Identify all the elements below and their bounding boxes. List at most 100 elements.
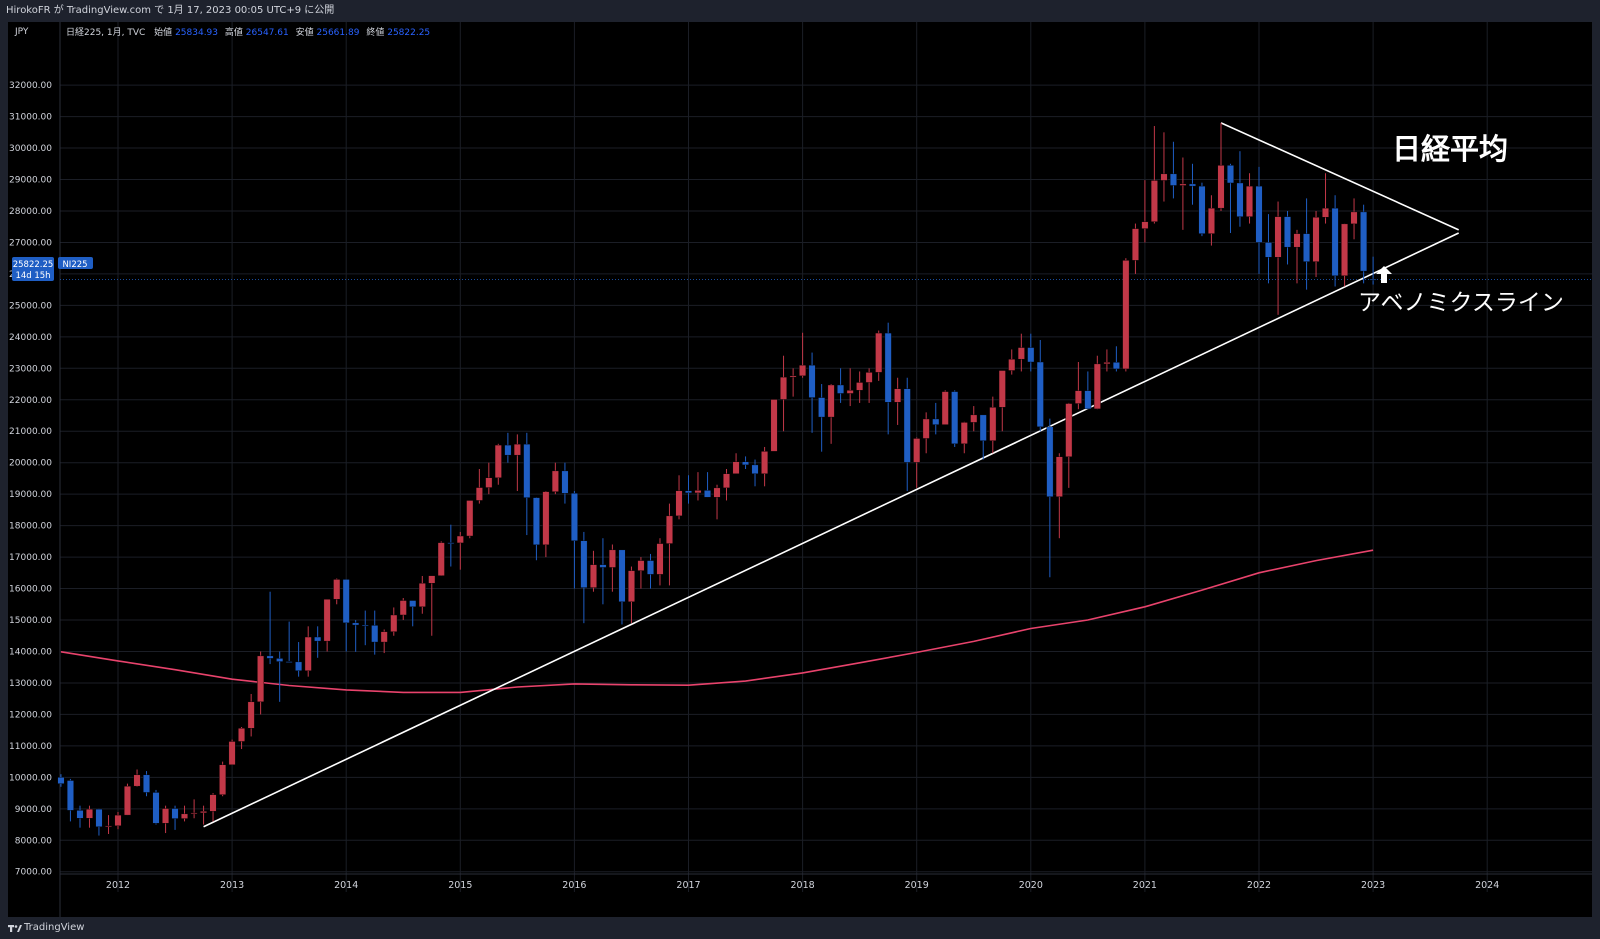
candle-body <box>1360 211 1368 272</box>
candle <box>894 377 902 425</box>
candle-body <box>114 814 122 827</box>
legend-low: 25661.89 <box>317 28 360 38</box>
candle-body <box>656 543 664 575</box>
candle-body <box>247 701 255 729</box>
candle-body <box>181 813 188 819</box>
candle <box>1303 198 1311 290</box>
candle-body <box>57 777 65 784</box>
candle <box>342 579 350 652</box>
candle-body <box>713 487 721 498</box>
candle-body <box>1131 228 1139 261</box>
candle-body <box>884 332 892 403</box>
candle-body <box>780 376 787 400</box>
candle-body <box>1112 362 1120 370</box>
candle <box>979 414 987 460</box>
candle-body <box>628 570 635 602</box>
candle <box>846 368 854 407</box>
candle-body <box>561 470 569 494</box>
legend-high: 26547.61 <box>246 28 289 38</box>
candle-body <box>333 579 341 600</box>
candle <box>970 406 978 432</box>
candle <box>941 390 949 425</box>
candle <box>865 368 873 403</box>
price-badge[interactable]: 25822.25 14d 15h NI225 <box>12 257 93 281</box>
candle <box>152 789 160 825</box>
chart-area[interactable]: 7000.00 8000.00 9000.00 10000.00 11000.00 120… <box>8 22 1592 917</box>
candle-body <box>228 741 236 765</box>
candle <box>808 352 816 433</box>
candle-body <box>998 370 1006 408</box>
candle <box>494 443 502 485</box>
candle <box>76 805 84 828</box>
candle <box>1141 180 1149 243</box>
candle-body <box>1207 207 1215 234</box>
candle-body <box>580 540 588 588</box>
candle-body <box>1189 183 1196 187</box>
x-tick-label: 2015 <box>448 880 472 891</box>
candle <box>228 739 236 765</box>
candle <box>827 384 835 444</box>
candle <box>761 446 769 487</box>
y-tick-label: 32000.00 <box>9 81 52 91</box>
candle-body <box>1227 165 1234 184</box>
candle-body <box>1369 278 1377 281</box>
candle-body <box>1331 207 1339 276</box>
candle <box>1150 126 1158 224</box>
candle-body <box>152 792 160 824</box>
candle-body <box>865 372 873 383</box>
candle-body <box>723 473 730 489</box>
candle <box>475 468 483 504</box>
y-axis: 7000.00 8000.00 9000.00 10000.00 11000.00 120… <box>9 81 52 878</box>
candle-body <box>276 658 284 662</box>
candlestick-chart[interactable]: 7000.00 8000.00 9000.00 10000.00 11000.00 120… <box>8 22 1592 917</box>
candle-body <box>1350 211 1358 225</box>
candle <box>390 607 398 636</box>
candle-body <box>105 825 112 828</box>
candle-body <box>799 364 807 377</box>
candle-body <box>1141 221 1149 229</box>
svg-text:日経225, 1月, TVC 始値: 日経225, 1月, TVC 始値 25834.93 高値 26547.61 安… <box>66 26 430 38</box>
candle-body <box>1217 165 1225 209</box>
candle-body <box>704 490 712 498</box>
candle-body <box>1093 363 1101 410</box>
candle-body <box>352 622 360 626</box>
candle <box>580 531 588 624</box>
candle <box>1274 201 1282 315</box>
footer-brand: TradingView <box>24 922 85 933</box>
candle-body <box>694 490 702 494</box>
candle <box>1027 333 1035 372</box>
candle <box>608 544 616 592</box>
y-tick-label: 20000.00 <box>9 459 52 469</box>
candle <box>295 642 303 677</box>
y-tick-label: 10000.00 <box>9 773 52 783</box>
candle <box>713 484 721 520</box>
y-tick-label: 15000.00 <box>9 616 52 626</box>
candle-body <box>66 780 74 811</box>
legend-open-label: 始値 <box>154 26 172 38</box>
candle <box>561 462 569 504</box>
candle-body <box>590 564 597 588</box>
grid <box>59 22 1592 917</box>
candle <box>1360 204 1368 284</box>
candle <box>86 805 93 828</box>
x-tick-label: 2023 <box>1361 880 1385 891</box>
candle-body <box>1160 173 1168 181</box>
candle <box>418 575 426 614</box>
candle-body <box>209 794 217 812</box>
candle <box>361 610 369 646</box>
candle <box>190 799 198 819</box>
candle-body <box>466 500 474 537</box>
currency-label: JPY <box>14 27 29 37</box>
candle-body <box>941 391 949 425</box>
legend-close: 25822.25 <box>387 28 430 38</box>
candle <box>257 651 265 715</box>
x-tick-label: 2017 <box>676 880 700 891</box>
candle-body <box>570 493 578 541</box>
legend: 日経225, 1月, TVC 始値 25834.93 高値 26547.61 安… <box>66 26 430 38</box>
legend-open: 25834.93 <box>175 28 218 38</box>
footer: TradingView <box>0 917 1600 939</box>
candle-body <box>86 808 93 819</box>
candle <box>628 566 635 624</box>
candle <box>665 503 673 586</box>
y-tick-label: 24000.00 <box>9 333 52 343</box>
